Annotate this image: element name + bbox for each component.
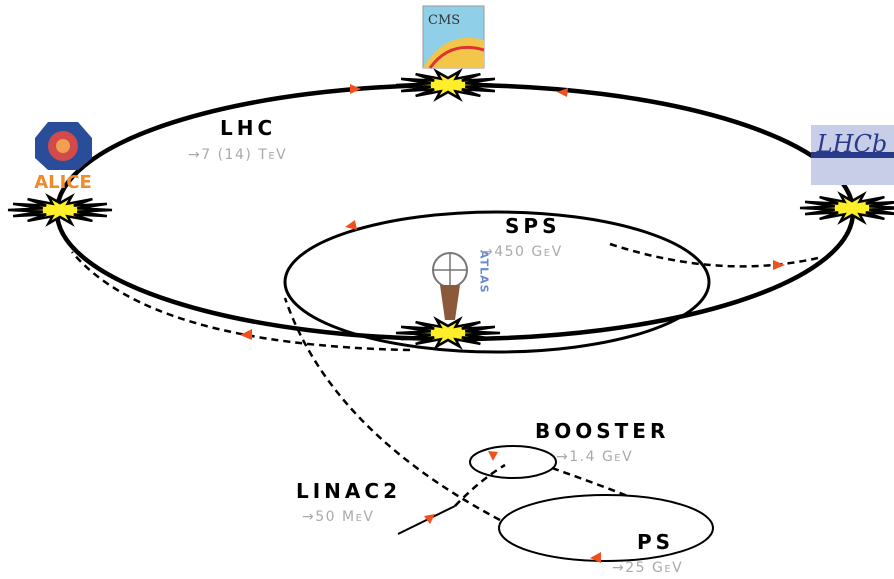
linac-line <box>397 505 456 535</box>
beam-arrow <box>557 88 568 97</box>
ti8-line <box>609 242 819 268</box>
alice-label: ALICE <box>34 172 92 193</box>
atlas-logo: ATLAS <box>432 250 491 320</box>
ring-name: LINAC2 <box>296 479 401 503</box>
beam-arrow <box>773 260 785 270</box>
beam-arrow <box>240 329 252 340</box>
beam-arrow <box>488 451 498 461</box>
lhcb-logo: LHCb <box>811 125 894 185</box>
ring-name: PS <box>637 530 674 554</box>
atlas-label: ATLAS <box>478 250 491 294</box>
cms-label: CMS <box>428 13 460 28</box>
ring-energy: →1.4 GeV <box>556 449 633 465</box>
beam-arrow <box>424 514 435 524</box>
ring-energy: →450 GeV <box>481 244 563 260</box>
cms-logo: CMS <box>422 5 485 69</box>
ti2-line <box>71 251 411 352</box>
collision-point <box>395 68 501 102</box>
ring-name: SPS <box>505 214 560 238</box>
linac-booster-line <box>454 463 506 507</box>
ring-name: BOOSTER <box>535 419 669 443</box>
ps-ring <box>498 494 714 562</box>
lhcb-label: LHCb <box>816 130 888 158</box>
ps-sps-line <box>283 297 501 522</box>
ring-energy: →7 (14) TeV <box>188 147 287 163</box>
ring-energy: →50 MeV <box>302 509 374 525</box>
sps-ring <box>283 210 711 354</box>
alice-logo: ALICE <box>34 122 92 193</box>
beam-arrow <box>590 552 601 563</box>
ring-energy: →25 GeV <box>612 560 683 576</box>
collision-point <box>395 316 501 350</box>
beam-arrow <box>350 84 361 94</box>
collision-point <box>799 191 894 225</box>
ring-name: LHC <box>220 116 276 140</box>
collision-point <box>7 193 113 227</box>
beam-arrow <box>345 220 357 230</box>
booster-ps-line <box>551 466 631 499</box>
booster-ring <box>469 445 557 479</box>
